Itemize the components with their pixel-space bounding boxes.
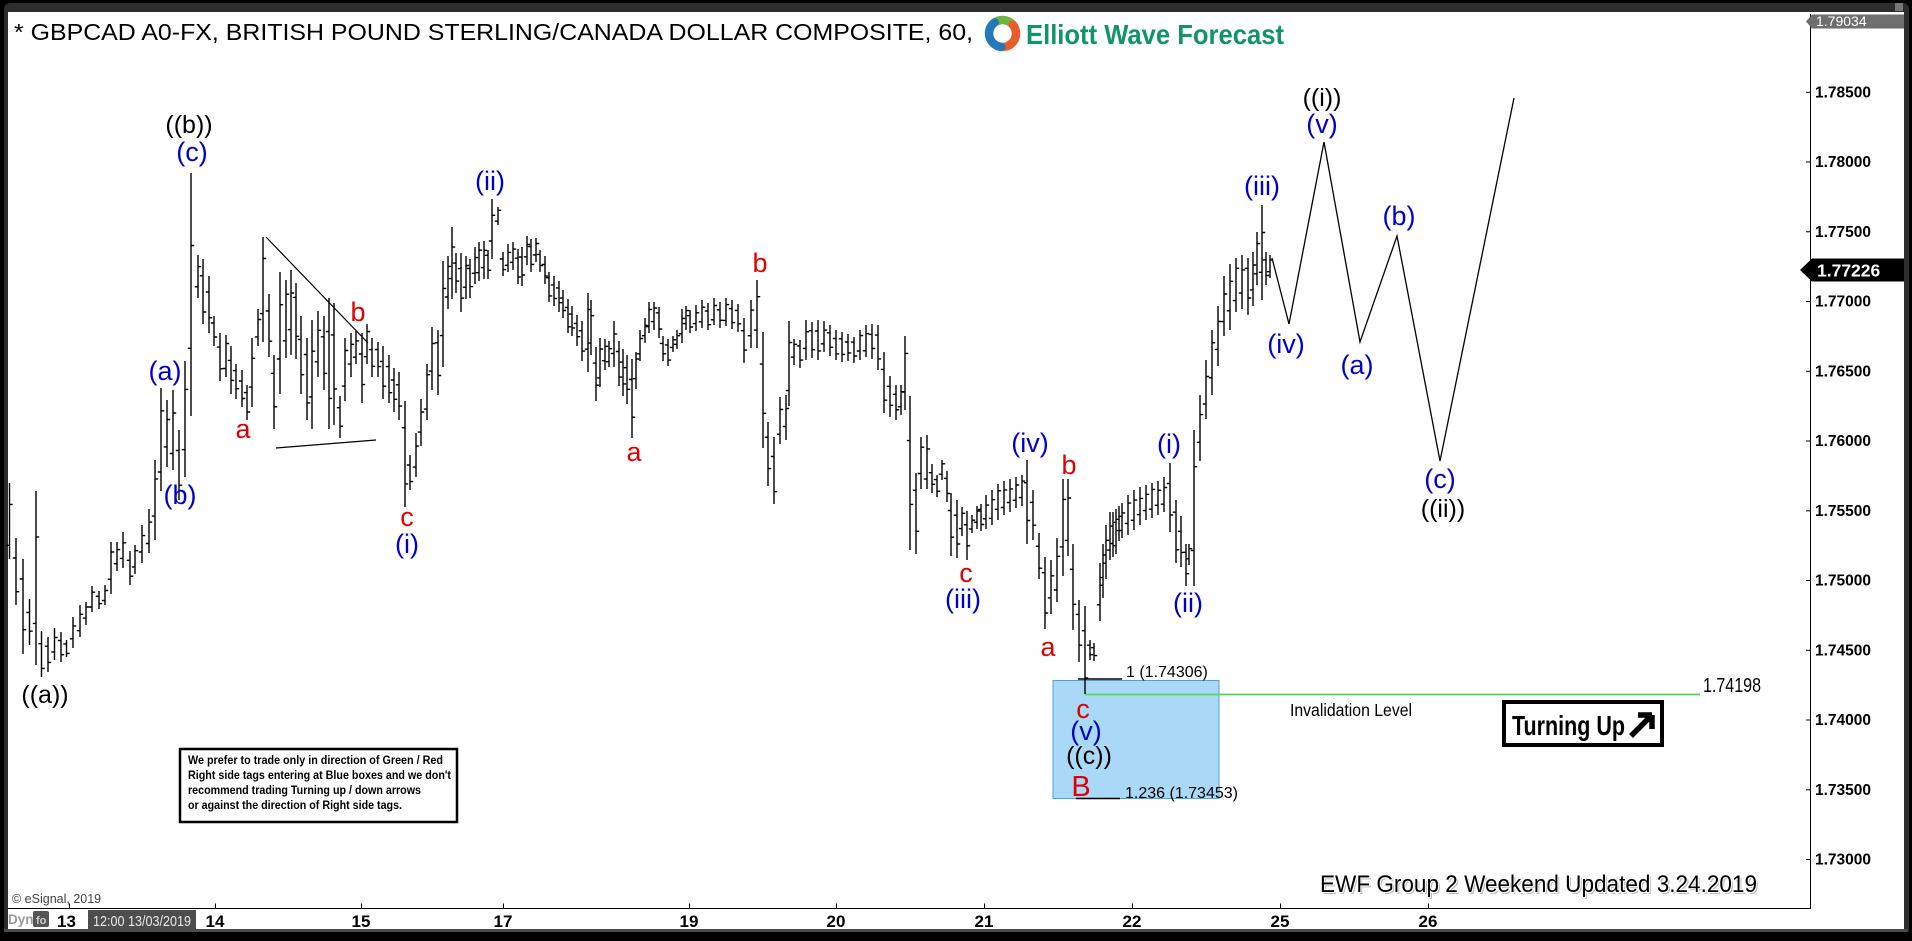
svg-text:We prefer to trade only in dir: We prefer to trade only in direction of … (188, 755, 443, 767)
svg-text:c: c (959, 558, 973, 588)
svg-text:14: 14 (206, 912, 225, 931)
svg-text:fo: fo (36, 915, 47, 927)
svg-text:1 (1.74306): 1 (1.74306) (1126, 664, 1208, 681)
svg-text:c: c (1076, 694, 1090, 724)
svg-text:((ii)): ((ii)) (1421, 495, 1465, 523)
svg-text:((b)): ((b)) (165, 111, 212, 139)
svg-text:12:00 13/03/2019: 12:00 13/03/2019 (93, 913, 191, 930)
svg-text:1.236 (1.73453): 1.236 (1.73453) (1125, 785, 1238, 802)
svg-text:(iv): (iv) (1011, 428, 1048, 458)
svg-text:(v): (v) (1070, 716, 1101, 746)
svg-text:* GBPCAD A0-FX, BRITISH POUND: * GBPCAD A0-FX, BRITISH POUND STERLING/C… (14, 19, 973, 45)
svg-text:1.76500: 1.76500 (1815, 363, 1871, 380)
svg-text:(a): (a) (1341, 350, 1374, 380)
svg-text:(ii): (ii) (1173, 588, 1203, 618)
svg-text:1.75500: 1.75500 (1815, 503, 1871, 520)
svg-text:17: 17 (494, 912, 513, 931)
svg-text:1.74000: 1.74000 (1815, 712, 1871, 729)
svg-text:c: c (400, 502, 414, 532)
svg-text:19: 19 (680, 912, 699, 931)
svg-text:B: B (1071, 771, 1090, 803)
svg-text:22: 22 (1123, 912, 1142, 931)
svg-text:a: a (626, 437, 642, 467)
svg-text:a: a (1040, 632, 1056, 662)
svg-text:© eSignal, 2019: © eSignal, 2019 (12, 892, 101, 906)
svg-text:1.78000: 1.78000 (1815, 154, 1871, 171)
svg-text:recommend trading Turning up /: recommend trading Turning up / down arro… (188, 785, 421, 797)
svg-text:(iv): (iv) (1267, 329, 1304, 359)
svg-text:(c): (c) (176, 137, 207, 167)
svg-text:Right side tags entering at Bl: Right side tags entering at Blue boxes a… (188, 770, 451, 782)
svg-text:26: 26 (1419, 912, 1438, 931)
svg-text:25: 25 (1271, 912, 1290, 931)
svg-text:a: a (235, 414, 251, 444)
svg-text:(i): (i) (395, 529, 419, 559)
svg-text:Dyn: Dyn (8, 912, 34, 927)
svg-text:1.77500: 1.77500 (1815, 224, 1871, 241)
svg-text:1.74500: 1.74500 (1815, 642, 1871, 659)
svg-text:EWF Group 2 Weekend Updated 3.: EWF Group 2 Weekend Updated 3.24.2019 (1320, 871, 1757, 898)
svg-text:Elliott Wave Forecast: Elliott Wave Forecast (1026, 19, 1284, 50)
svg-text:(iii): (iii) (945, 584, 981, 614)
svg-text:1.79034: 1.79034 (1816, 13, 1867, 29)
svg-text:20: 20 (827, 912, 846, 931)
svg-text:Invalidation Level: Invalidation Level (1290, 700, 1412, 720)
svg-text:b: b (350, 297, 365, 327)
svg-text:1.77226: 1.77226 (1817, 261, 1881, 281)
svg-text:(b): (b) (164, 480, 197, 510)
svg-text:1.78500: 1.78500 (1815, 84, 1871, 101)
svg-text:1.74198: 1.74198 (1703, 674, 1761, 697)
svg-text:(iii): (iii) (1244, 171, 1280, 201)
svg-text:(c): (c) (1424, 464, 1455, 494)
svg-text:(v): (v) (1306, 109, 1337, 139)
svg-text:1.73500: 1.73500 (1815, 782, 1871, 799)
svg-text:((i)): ((i)) (1303, 84, 1342, 112)
svg-text:or against the direction of Ri: or against the direction of Right side t… (188, 800, 402, 812)
svg-text:b: b (752, 248, 767, 278)
svg-text:1.77000: 1.77000 (1815, 294, 1871, 311)
svg-text:(a): (a) (149, 356, 182, 386)
svg-text:b: b (1061, 450, 1076, 480)
svg-text:1.73000: 1.73000 (1815, 852, 1871, 869)
svg-text:(ii): (ii) (475, 166, 505, 196)
svg-text:(i): (i) (1157, 429, 1181, 459)
svg-text:15: 15 (352, 912, 371, 931)
svg-text:1.76000: 1.76000 (1815, 433, 1871, 450)
svg-text:((c)): ((c)) (1066, 742, 1112, 770)
svg-text:(b): (b) (1383, 201, 1416, 231)
svg-text:1.75000: 1.75000 (1815, 573, 1871, 590)
svg-text:((a)): ((a)) (21, 681, 68, 709)
svg-text:Turning Up: Turning Up (1512, 710, 1625, 741)
svg-text:13: 13 (57, 912, 76, 931)
svg-text:21: 21 (975, 912, 994, 931)
